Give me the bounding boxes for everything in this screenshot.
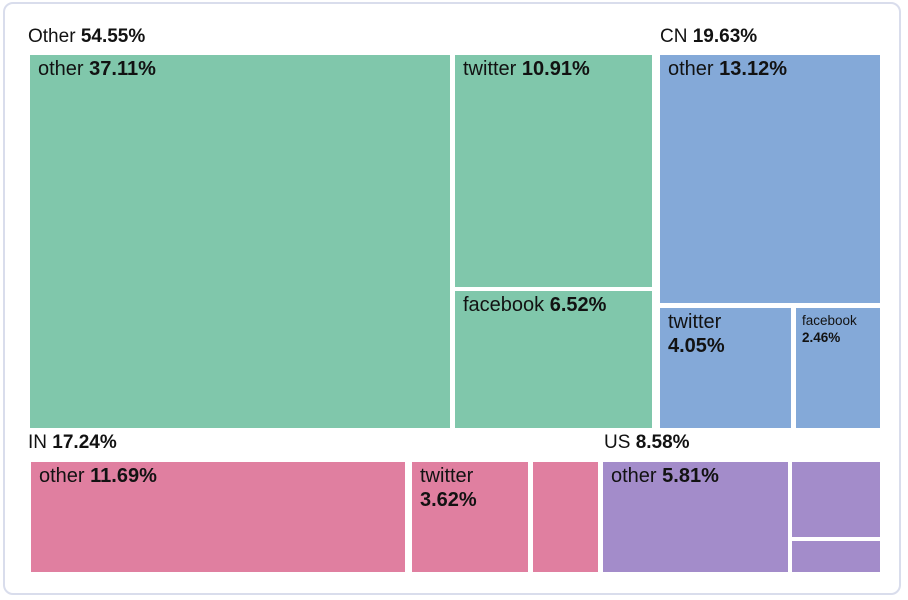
group-name: IN <box>28 432 47 453</box>
treemap-cell-us-other[interactable]: other 5.81% <box>603 462 788 572</box>
group-label-cn: CN 19.63% <box>660 26 757 48</box>
treemap-cell-cn-facebook[interactable]: facebook 2.46% <box>796 308 880 428</box>
cell-percent: 37.11% <box>89 58 156 80</box>
cell-percent: 6.52% <box>549 294 607 316</box>
cell-percent: 11.69% <box>90 465 157 487</box>
cell-name: other <box>39 465 85 487</box>
cell-name: other <box>38 58 84 80</box>
group-percent: 8.58% <box>635 432 690 453</box>
cell-percent: 4.05% <box>668 335 725 358</box>
cell-name: other <box>611 465 657 487</box>
group-percent: 19.63% <box>692 26 758 47</box>
cell-percent: 10.91% <box>521 58 590 80</box>
cell-percent: 5.81% <box>662 465 719 487</box>
group-label-us: US 8.58% <box>604 432 690 454</box>
group-label-in: IN 17.24% <box>28 432 117 454</box>
cell-percent: 3.62% <box>420 489 477 512</box>
group-name: CN <box>660 26 688 47</box>
treemap-cell-other-other[interactable]: other 37.11% <box>30 55 450 428</box>
treemap-cell-us-unlabeled-2[interactable] <box>792 541 880 572</box>
cell-name: twitter <box>463 58 517 80</box>
treemap-cell-in-other[interactable]: other 11.69% <box>31 462 405 572</box>
treemap-cell-other-twitter[interactable]: twitter 10.91% <box>455 55 652 287</box>
cell-name: twitter <box>668 311 722 333</box>
treemap-cell-cn-other[interactable]: other 13.12% <box>660 55 880 303</box>
group-percent: 17.24% <box>52 432 117 453</box>
treemap-cell-in-unlabeled[interactable] <box>533 462 598 572</box>
treemap-cell-in-twitter[interactable]: twitter 3.62% <box>412 462 528 572</box>
cell-percent: 13.12% <box>719 58 787 80</box>
group-label-other: Other 54.55% <box>28 26 145 48</box>
group-name: US <box>604 432 631 453</box>
cell-name: twitter <box>420 465 474 487</box>
group-percent: 54.55% <box>80 26 146 47</box>
cell-percent: 2.46% <box>802 329 841 345</box>
treemap-cell-other-facebook[interactable]: facebook 6.52% <box>455 291 652 428</box>
cell-name: facebook <box>802 313 857 328</box>
treemap-cell-us-unlabeled-1[interactable] <box>792 462 880 537</box>
treemap-cell-cn-twitter[interactable]: twitter 4.05% <box>660 308 791 428</box>
group-name: Other <box>28 26 76 47</box>
cell-name: other <box>668 58 714 80</box>
cell-name: facebook <box>463 294 545 316</box>
